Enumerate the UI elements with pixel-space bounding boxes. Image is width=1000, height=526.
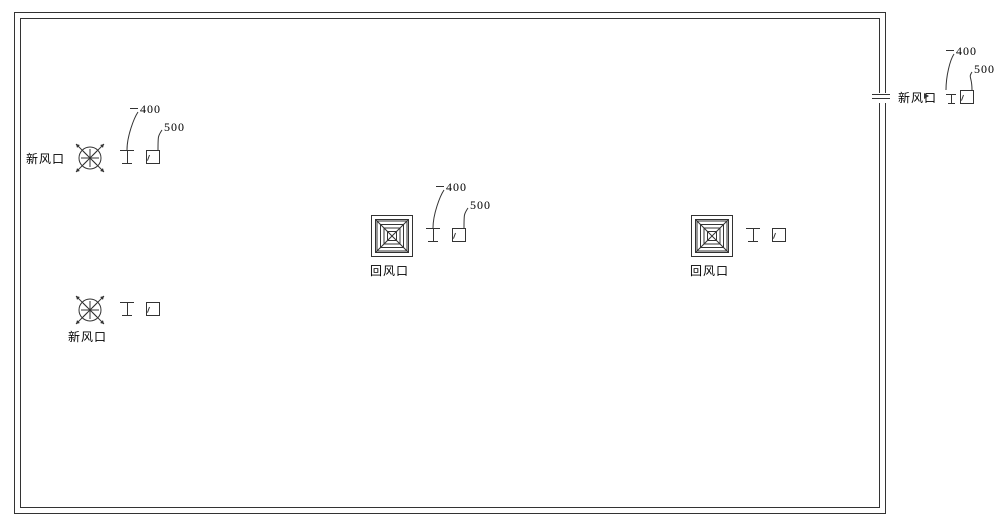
ref-500-gap-text: 500 [974,62,995,77]
sensor-t-icon [946,94,956,104]
diagram-canvas: 新风口 400 500 新风口 回风口 [0,0,1000,526]
duct-line-bot [872,98,890,99]
sensor-t-icon [746,228,760,242]
vent-group-g4: 回风口 [0,0,1000,526]
vent-label: 回风口 [690,262,729,279]
flow-mark-icon [924,93,929,99]
gap-label: 新风口 [898,89,937,106]
sensor-box-icon [772,228,786,242]
sensor-box-icon [960,90,974,104]
ref-400-gap-text: 400 [956,44,977,59]
ref-dash [946,50,954,51]
diffuser-frame [691,215,733,257]
duct-line-top [872,94,890,95]
